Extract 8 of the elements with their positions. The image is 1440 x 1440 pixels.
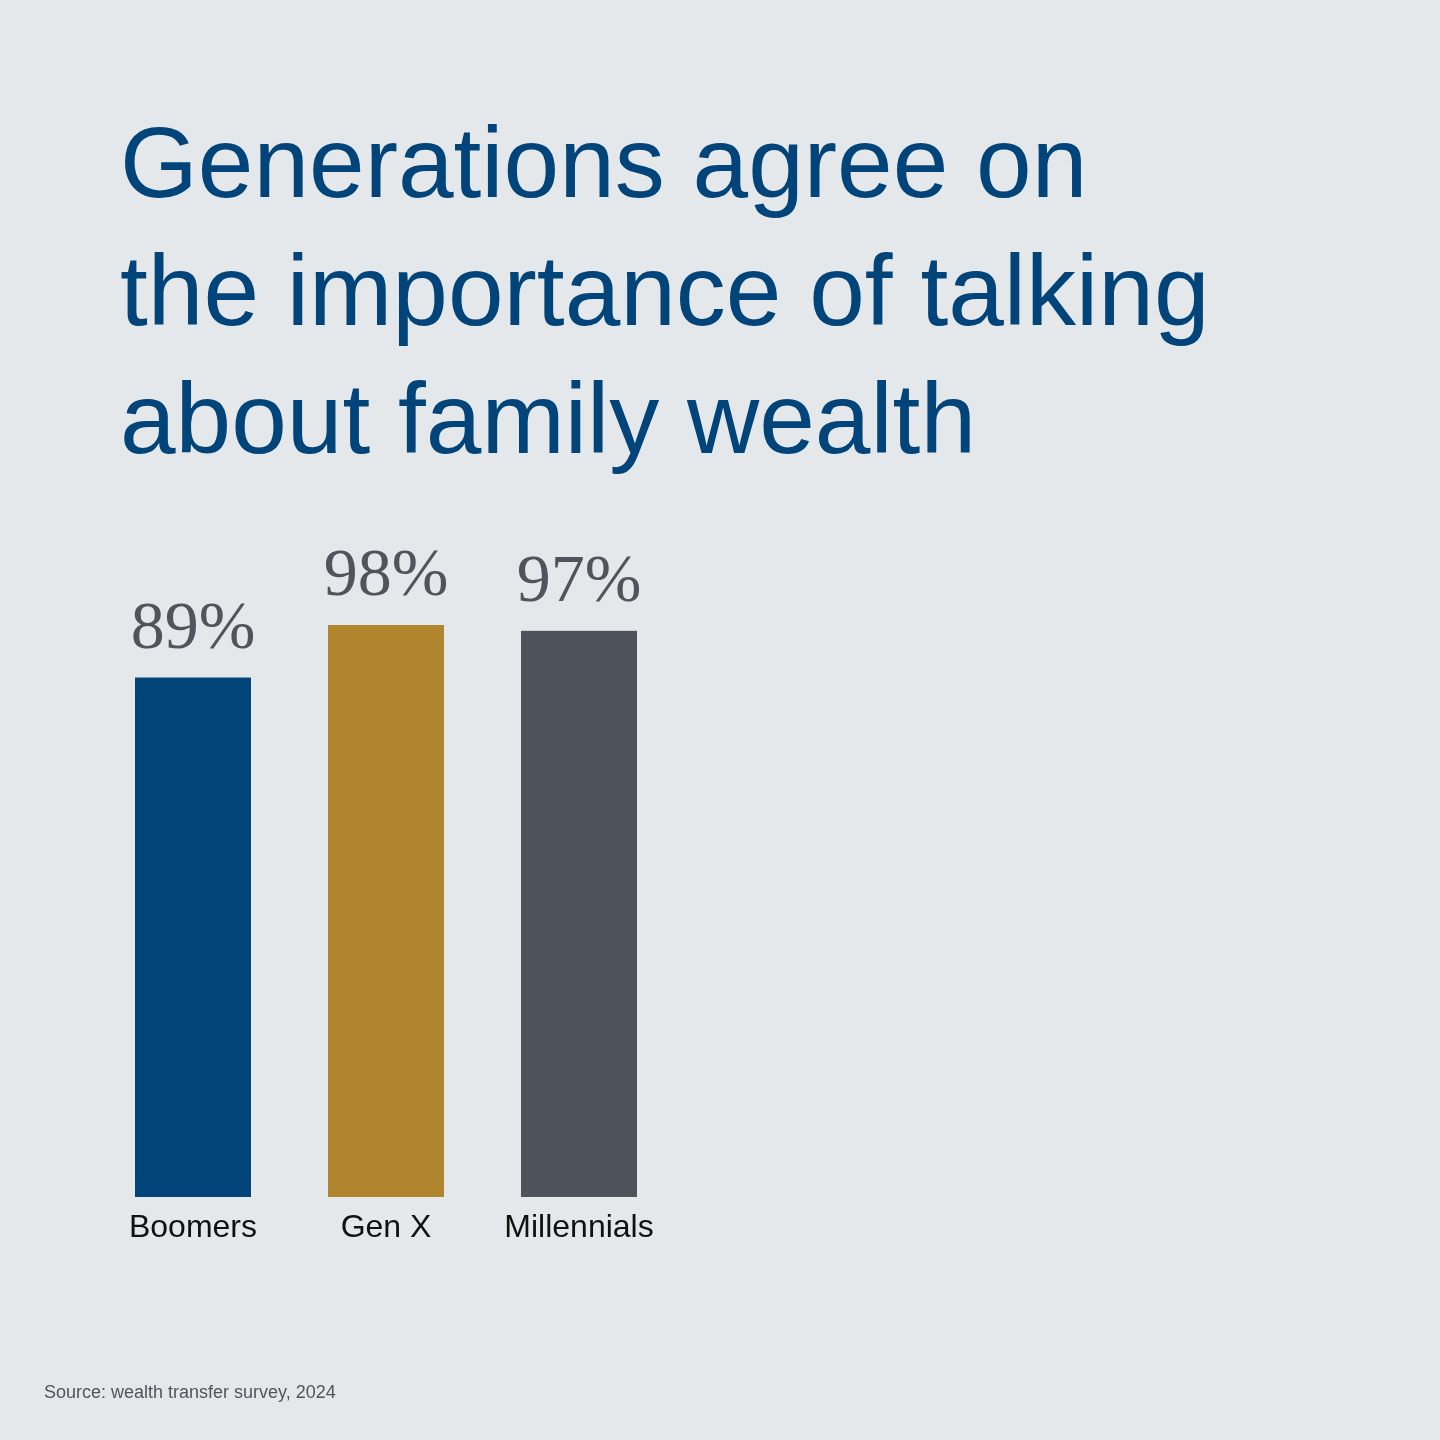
- x-tick-label: Millennials: [504, 1208, 654, 1244]
- source-note: Source: wealth transfer survey, 2024: [44, 1382, 336, 1402]
- data-label: 97%: [516, 539, 642, 616]
- x-tick-label: Boomers: [128, 1208, 258, 1244]
- data-label: 89%: [130, 586, 256, 663]
- x-tick-label: Gen X: [340, 1208, 432, 1244]
- chart-title: Generations agree on the importance of talking about family wealth: [120, 106, 1210, 474]
- data-label: 98%: [323, 534, 449, 610]
